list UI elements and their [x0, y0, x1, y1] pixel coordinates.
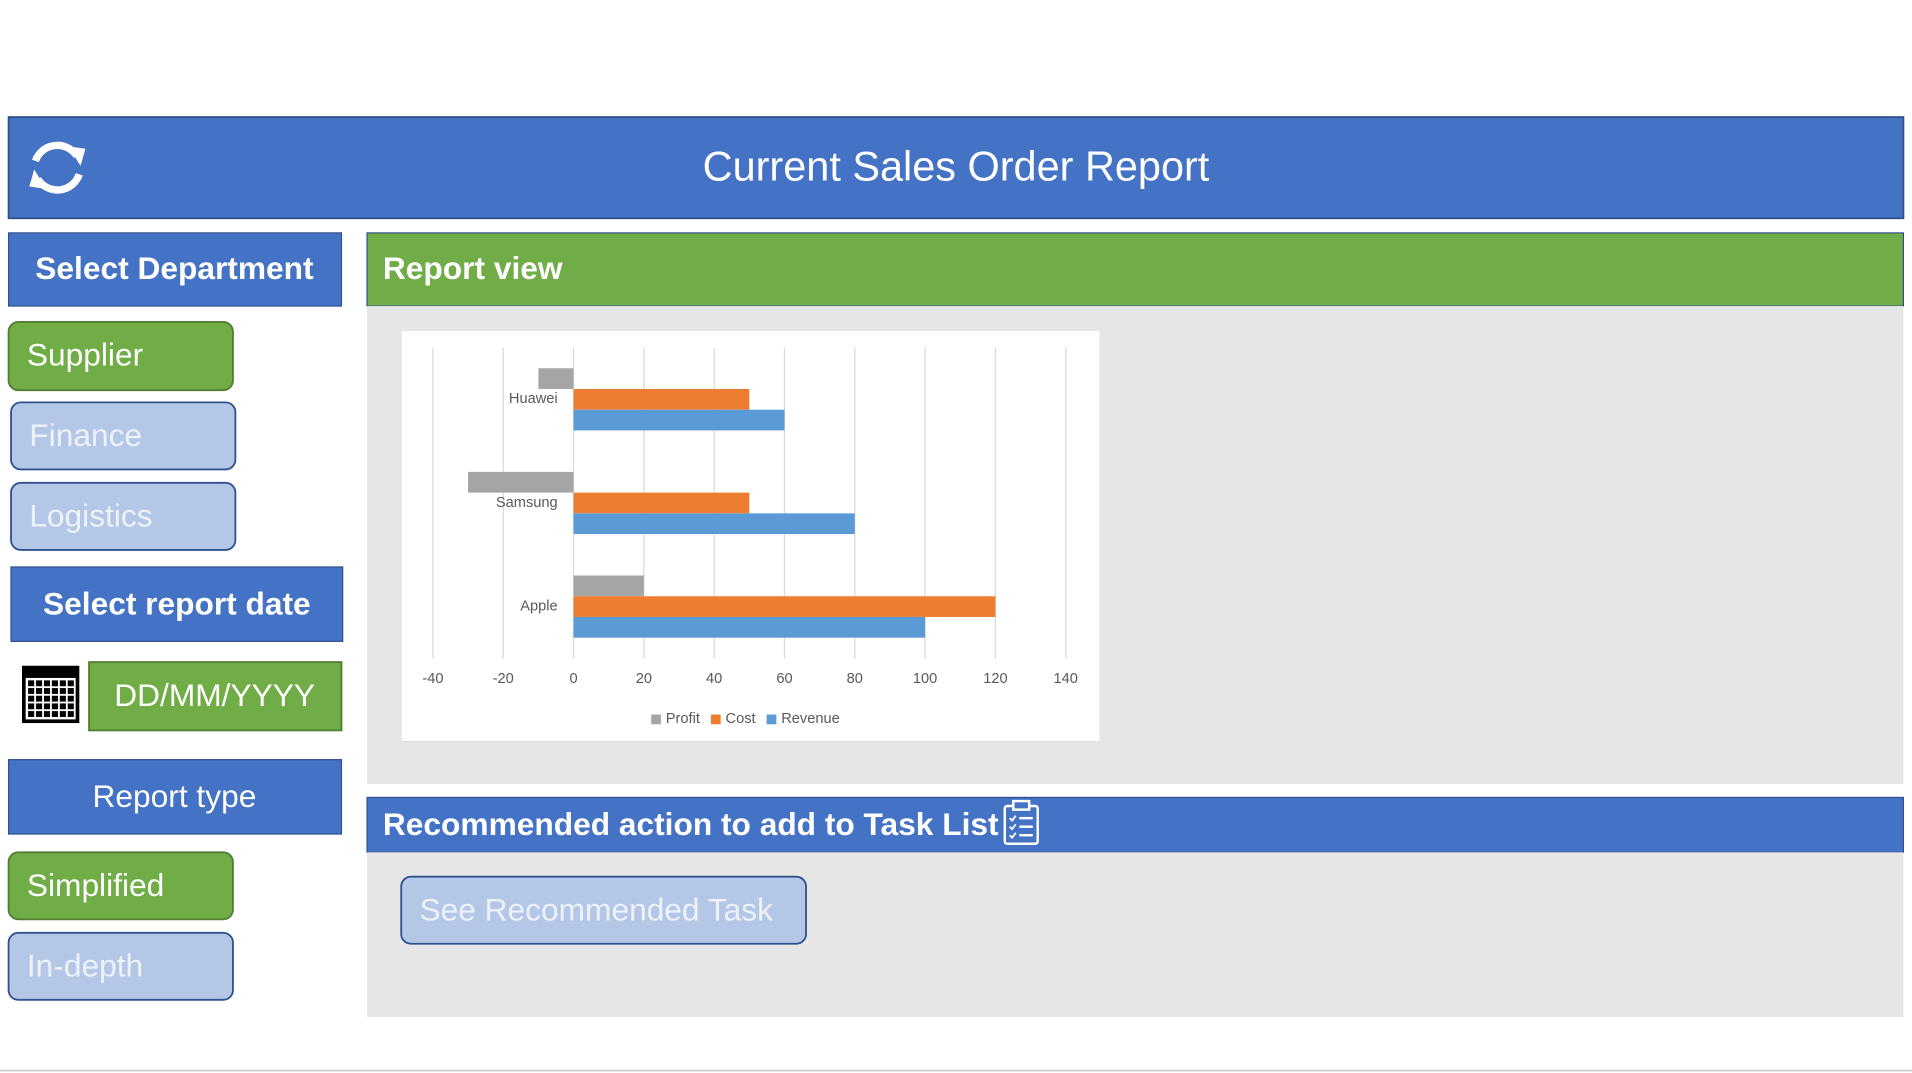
department-button[interactable]: Finance — [10, 401, 237, 471]
header-bar — [7, 116, 1905, 220]
x-tick-label: 80 — [847, 671, 863, 687]
report-type-button[interactable]: In-depth — [7, 931, 234, 1001]
x-tick-label: 140 — [1054, 671, 1078, 687]
x-tick-label: 40 — [706, 671, 722, 687]
recommended-button[interactable]: See Recommended Task — [400, 875, 807, 945]
refresh-icon[interactable] — [29, 141, 86, 194]
bar — [573, 409, 785, 431]
bar — [468, 471, 574, 493]
button-label[interactable]: In-depth — [27, 948, 143, 984]
recommended-heading: Recommended action to add to Task List — [383, 806, 999, 842]
x-tick-label: -40 — [422, 671, 443, 687]
date-input[interactable] — [88, 661, 343, 732]
y-tick-label: Huawei — [509, 391, 558, 407]
bar — [573, 492, 750, 514]
section-heading — [10, 566, 344, 642]
bar — [538, 368, 574, 389]
legend-swatch — [651, 714, 661, 725]
report-type-button[interactable]: Simplified — [7, 851, 234, 921]
button-bg[interactable] — [10, 401, 237, 471]
report-view-bar — [366, 232, 1905, 307]
bar — [573, 388, 750, 410]
section-heading — [7, 759, 343, 835]
department-button[interactable]: Supplier — [7, 320, 234, 392]
report-type-heading: Report type — [93, 778, 257, 814]
button-label[interactable]: Supplier — [27, 337, 144, 373]
date-heading: Select report date — [43, 585, 311, 621]
section-heading — [7, 232, 343, 307]
bar — [573, 596, 996, 617]
legend-label: Revenue — [781, 711, 840, 727]
recommended-bar — [366, 796, 1905, 853]
report-view-heading: Report view — [383, 250, 563, 286]
bar — [573, 513, 855, 535]
page-title: Current Sales Order Report — [703, 142, 1210, 189]
button-bg[interactable] — [7, 320, 234, 392]
button-bg[interactable] — [7, 851, 234, 921]
button-label[interactable]: Logistics — [29, 498, 152, 534]
button-label[interactable]: Finance — [29, 417, 142, 453]
button-bg[interactable] — [400, 875, 807, 945]
x-tick-label: -20 — [493, 671, 514, 687]
button-label[interactable]: See Recommended Task — [419, 891, 773, 927]
x-tick-label: 100 — [913, 671, 937, 687]
y-tick-label: Apple — [520, 598, 557, 614]
calendar-icon[interactable] — [22, 665, 80, 724]
bar — [573, 575, 644, 597]
chart-area — [400, 330, 1101, 742]
department-button[interactable]: Logistics — [10, 481, 237, 551]
button-bg[interactable] — [7, 931, 234, 1001]
department-heading: Select Department — [35, 250, 314, 286]
y-tick-label: Samsung — [496, 495, 558, 511]
x-tick-label: 60 — [776, 671, 792, 687]
button-bg[interactable] — [10, 481, 237, 551]
clipboard-icon[interactable] — [1003, 799, 1039, 845]
legend-label: Cost — [726, 711, 756, 727]
x-tick-label: 20 — [636, 671, 652, 687]
legend-swatch — [766, 714, 777, 725]
x-tick-label: 0 — [569, 671, 577, 687]
x-tick-label: 120 — [983, 671, 1007, 687]
chart: -40 -20 0 20 40 60 80 100 120 140 Huawei Samsung App… — [422, 347, 1078, 727]
bar — [573, 616, 926, 638]
button-label[interactable]: Simplified — [27, 867, 164, 903]
legend-swatch — [710, 714, 721, 725]
legend-label: Profit — [666, 711, 700, 727]
date-placeholder[interactable]: DD/MM/YYYY — [114, 677, 315, 713]
